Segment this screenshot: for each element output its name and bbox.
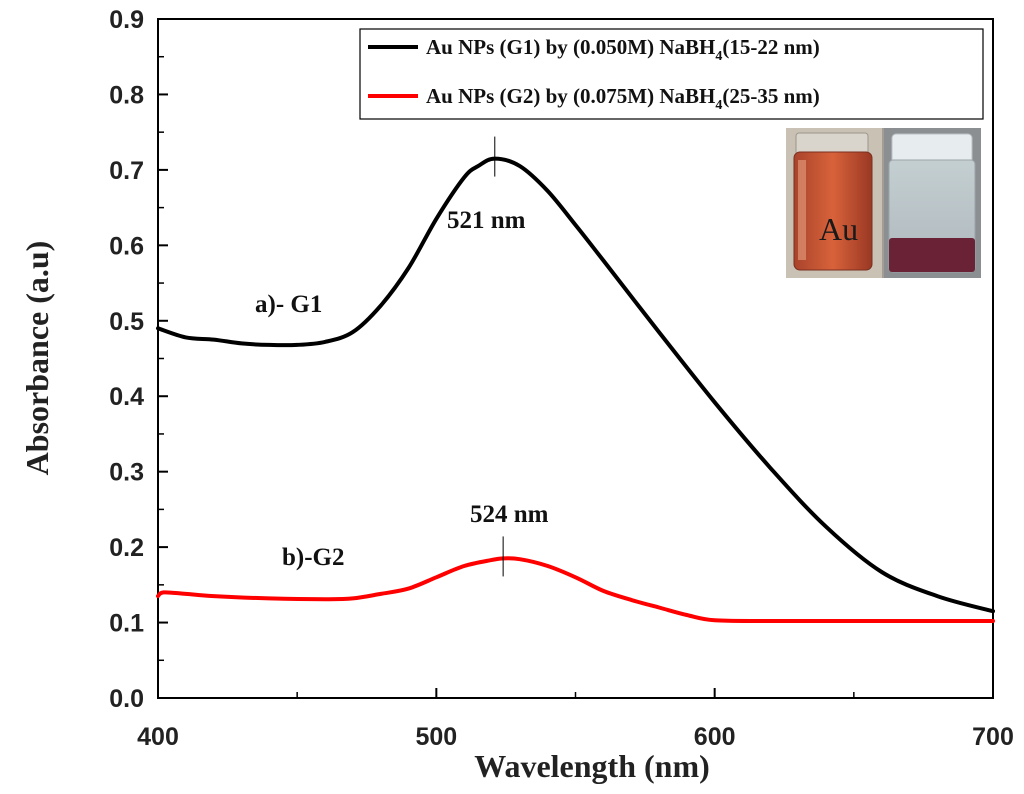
y-tick-label: 0.6 [109, 232, 144, 260]
y-tick-label: 0.0 [109, 685, 144, 713]
y-tick-label: 0.1 [109, 610, 144, 638]
legend-box [359, 28, 984, 120]
y-tick-label: 0.2 [109, 534, 144, 562]
vial-g1 [793, 151, 873, 271]
legend-entry-g1: Au NPs (G1) by (0.050M) NaBH4(15-22 nm) [426, 35, 820, 64]
y-tick-label: 0.8 [109, 81, 144, 109]
y-tick-label: 0.3 [109, 459, 144, 487]
x-axis-title: Wavelength (nm) [474, 748, 710, 784]
series-line-g1 [156, 156, 995, 614]
y-tick-label: 0.9 [109, 6, 144, 34]
y-axis-title: Absorbance (a.u) [19, 241, 55, 476]
inset-vial-photo: Au [786, 128, 981, 278]
series-layer [156, 136, 995, 624]
peak-label-g2: 524 nm [470, 501, 549, 528]
curve-label-g2: b)-G2 [282, 544, 345, 571]
y-tick-label: 0.7 [109, 157, 144, 185]
peak-label-g1: 521 nm [447, 207, 526, 234]
plot-frame [157, 18, 994, 699]
legend: Au NPs (G1) by (0.050M) NaBH4(15-22 nm) … [359, 28, 984, 120]
legend-entry-g2: Au NPs (G2) by (0.075M) NaBH4(25-35 nm) [426, 84, 820, 113]
x-tick-label: 500 [415, 723, 457, 751]
x-tick-label: 400 [137, 723, 179, 751]
vial-label-au: Au [819, 211, 858, 247]
y-tick-label: 0.5 [109, 308, 144, 336]
axis-ticks: 0.0 0.1 0.2 0.3 0.4 0.5 0.6 0.7 0.8 0.9 400 500 600 7… [109, 6, 1014, 751]
x-tick-label: 600 [694, 723, 736, 751]
x-tick-label: 700 [972, 723, 1014, 751]
curve-label-g1: a)- G1 [255, 291, 322, 318]
y-tick-label: 0.4 [109, 383, 144, 411]
series-line-g2 [156, 556, 995, 624]
